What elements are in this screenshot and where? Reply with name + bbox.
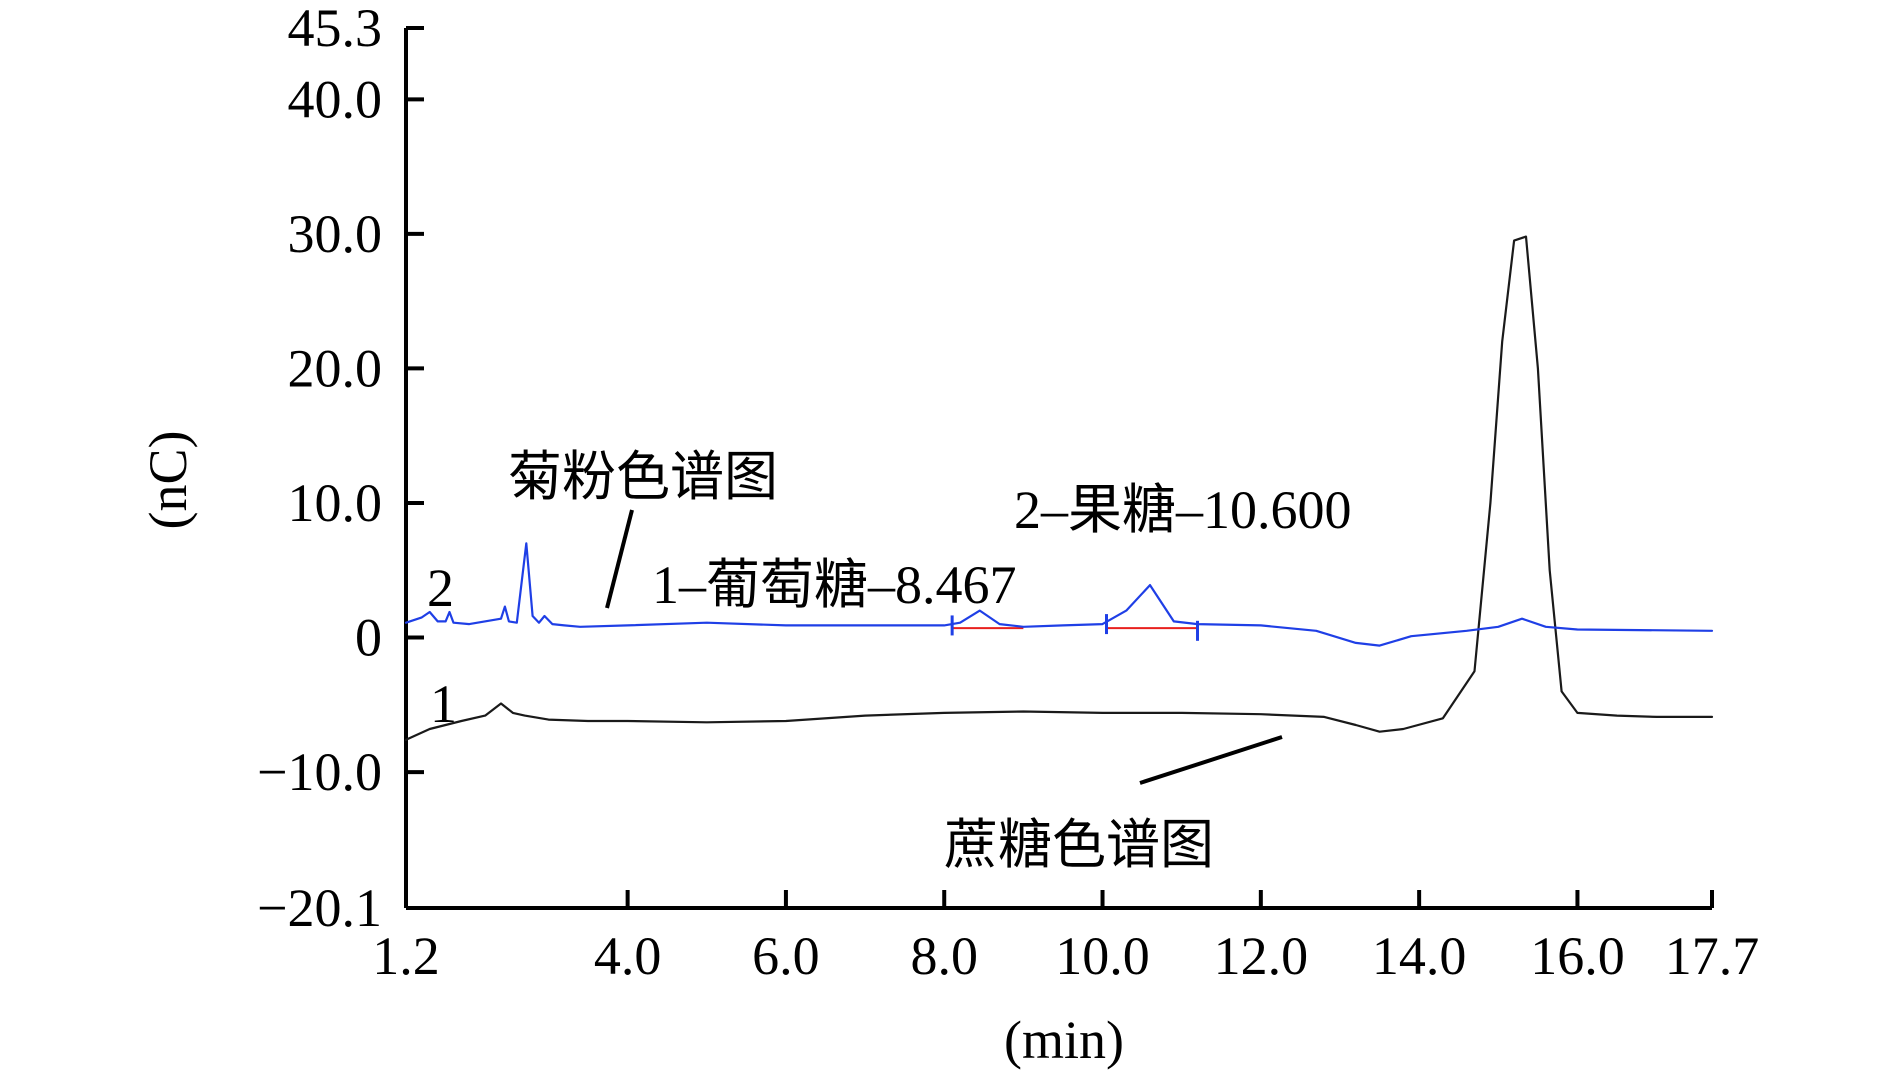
- ticks: 1.2 4.0 6.0 8.0 10.0 12.0 14.0 16.0 17.7 −20.1 −10…: [257, 0, 1759, 986]
- y-tick-label: 30.0: [288, 204, 383, 264]
- y-tick-label: 40.0: [288, 69, 383, 129]
- y-tick-label: 10.0: [288, 473, 383, 533]
- x-tick-label: 14.0: [1372, 926, 1467, 986]
- x-tick-label: 1.2: [372, 926, 440, 986]
- y-tick-label: −20.1: [257, 878, 382, 938]
- y-tick-label: 45.3: [288, 0, 383, 58]
- fructose-peak-label: 2–果糖–10.600: [1014, 480, 1352, 540]
- baselines: [950, 614, 1200, 641]
- x-tick-label: 17.7: [1665, 926, 1760, 986]
- inulin-chromatogram-label: 菊粉色谱图: [508, 447, 778, 507]
- y-axis-label: (nC): [138, 431, 198, 530]
- x-tick-label: 6.0: [752, 926, 820, 986]
- sucrose-chromatogram-label: 蔗糖色谱图: [944, 815, 1214, 875]
- x-tick-label: 8.0: [910, 926, 978, 986]
- x-tick-label: 4.0: [594, 926, 662, 986]
- glucose-peak-label: 1–葡萄糖–8.467: [652, 555, 1017, 615]
- annotations: (min) (nC) 2 1 菊粉色谱图 1–葡萄糖–8.467 2–果糖–10…: [138, 431, 1352, 1070]
- y-tick-label: 20.0: [288, 338, 383, 398]
- inulin-pointer-line: [605, 509, 634, 609]
- y-tick-label: −10.0: [257, 742, 382, 802]
- series-line-2: [404, 542, 1714, 647]
- series-1-label: 1: [430, 674, 457, 734]
- x-axis-label: (min): [1004, 1010, 1124, 1070]
- x-tick-label: 16.0: [1530, 926, 1625, 986]
- x-tick-label: 12.0: [1214, 926, 1309, 986]
- x-tick-label: 10.0: [1055, 926, 1150, 986]
- y-tick-label: 0: [355, 608, 382, 668]
- sucrose-pointer-line: [1139, 735, 1283, 785]
- series-lines: [404, 235, 1714, 741]
- series-line-1: [404, 235, 1714, 741]
- axes: [404, 28, 1712, 910]
- series-2-label: 2: [427, 558, 454, 618]
